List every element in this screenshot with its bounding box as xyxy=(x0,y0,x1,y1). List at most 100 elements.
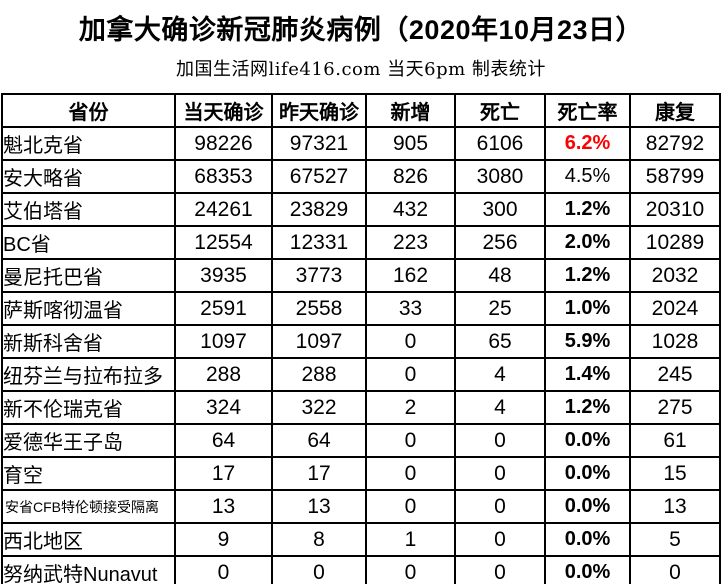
table-row: 努纳武特Nunavut 0 0 0 0 0.0% 0 xyxy=(1,555,721,584)
table-row: 魁北克省 98226 97321 905 6106 6.2% 82792 xyxy=(1,126,721,161)
table-row: 纽芬兰与拉布拉多 288 288 0 4 1.4% 245 xyxy=(1,357,721,392)
table-row: 安省CFB特伦顿接受隔离 13 13 0 0 0.0% 13 xyxy=(1,489,721,524)
cell-death-rate: 0.0% xyxy=(544,489,631,524)
cell-today-confirmed: 24261 xyxy=(174,192,273,227)
cell-today-confirmed: 2591 xyxy=(174,291,273,326)
cell-recovered: 10289 xyxy=(629,225,721,260)
cell-deaths: 0 xyxy=(454,555,546,584)
cell-today-confirmed: 0 xyxy=(174,555,273,584)
cell-death-rate: 1.2% xyxy=(544,258,631,293)
cell-yesterday-confirmed: 13 xyxy=(271,489,367,524)
cell-death-rate: 1.0% xyxy=(544,291,631,326)
column-header-recovered: 康复 xyxy=(629,93,721,128)
cell-recovered: 15 xyxy=(629,456,721,491)
cell-deaths: 0 xyxy=(454,522,546,557)
table-row: 爱德华王子岛 64 64 0 0 0.0% 61 xyxy=(1,423,721,458)
cell-deaths: 25 xyxy=(454,291,546,326)
cell-new-cases: 0 xyxy=(365,456,456,491)
cell-deaths: 48 xyxy=(454,258,546,293)
cell-yesterday-confirmed: 64 xyxy=(271,423,367,458)
cell-today-confirmed: 13 xyxy=(174,489,273,524)
cell-province: BC省 xyxy=(1,225,176,260)
table-row: 曼尼托巴省 3935 3773 162 48 1.2% 2032 xyxy=(1,258,721,293)
cell-yesterday-confirmed: 0 xyxy=(271,555,367,584)
cell-deaths: 65 xyxy=(454,324,546,359)
covid-stats-table: 省份 当天确诊 昨天确诊 新增 死亡 死亡率 康复 魁北克省 98226 973… xyxy=(1,93,721,584)
column-header-deaths: 死亡 xyxy=(454,93,546,128)
table-row: 安大略省 68353 67527 826 3080 4.5% 58799 xyxy=(1,159,721,194)
cell-today-confirmed: 12554 xyxy=(174,225,273,260)
header-row: 省份 当天确诊 昨天确诊 新增 死亡 死亡率 康复 xyxy=(1,93,721,128)
cell-death-rate: 1.4% xyxy=(544,357,631,392)
cell-today-confirmed: 324 xyxy=(174,390,273,425)
cell-province: 纽芬兰与拉布拉多 xyxy=(1,357,176,392)
cell-today-confirmed: 98226 xyxy=(174,126,273,161)
table-row: 萨斯喀彻温省 2591 2558 33 25 1.0% 2024 xyxy=(1,291,721,326)
cell-death-rate: 1.2% xyxy=(544,390,631,425)
column-header-death-rate: 死亡率 xyxy=(544,93,631,128)
cell-new-cases: 162 xyxy=(365,258,456,293)
cell-death-rate: 2.0% xyxy=(544,225,631,260)
cell-new-cases: 2 xyxy=(365,390,456,425)
cell-deaths: 0 xyxy=(454,489,546,524)
table-row: 艾伯塔省 24261 23829 432 300 1.2% 20310 xyxy=(1,192,721,227)
cell-recovered: 275 xyxy=(629,390,721,425)
cell-recovered: 5 xyxy=(629,522,721,557)
cell-recovered: 245 xyxy=(629,357,721,392)
cell-province: 安省CFB特伦顿接受隔离 xyxy=(1,489,176,524)
cell-deaths: 256 xyxy=(454,225,546,260)
cell-death-rate: 0.0% xyxy=(544,456,631,491)
table-row: 育空 17 17 0 0 0.0% 15 xyxy=(1,456,721,491)
cell-recovered: 82792 xyxy=(629,126,721,161)
cell-today-confirmed: 64 xyxy=(174,423,273,458)
cell-death-rate: 4.5% xyxy=(544,159,631,194)
cell-new-cases: 223 xyxy=(365,225,456,260)
cell-new-cases: 1 xyxy=(365,522,456,557)
cell-yesterday-confirmed: 288 xyxy=(271,357,367,392)
column-header-yesterday-confirmed: 昨天确诊 xyxy=(271,93,367,128)
cell-new-cases: 0 xyxy=(365,423,456,458)
page-title: 加拿大确诊新冠肺炎病例（2020年10月23日） xyxy=(78,15,644,45)
cell-deaths: 6106 xyxy=(454,126,546,161)
cell-province: 安大略省 xyxy=(1,159,176,194)
cell-new-cases: 0 xyxy=(365,489,456,524)
cell-new-cases: 826 xyxy=(365,159,456,194)
cell-today-confirmed: 1097 xyxy=(174,324,273,359)
cell-recovered: 2024 xyxy=(629,291,721,326)
cell-today-confirmed: 68353 xyxy=(174,159,273,194)
cell-today-confirmed: 9 xyxy=(174,522,273,557)
table-row: 新不伦瑞克省 324 322 2 4 1.2% 275 xyxy=(1,390,721,425)
table-row: BC省 12554 12331 223 256 2.0% 10289 xyxy=(1,225,721,260)
table-row: 西北地区 9 8 1 0 0.0% 5 xyxy=(1,522,721,557)
table-row: 新斯科舍省 1097 1097 0 65 5.9% 1028 xyxy=(1,324,721,359)
cell-recovered: 61 xyxy=(629,423,721,458)
column-header-province: 省份 xyxy=(1,93,176,128)
column-header-new-cases: 新增 xyxy=(365,93,456,128)
cell-yesterday-confirmed: 23829 xyxy=(271,192,367,227)
cell-yesterday-confirmed: 8 xyxy=(271,522,367,557)
cell-province: 萨斯喀彻温省 xyxy=(1,291,176,326)
cell-new-cases: 432 xyxy=(365,192,456,227)
cell-province: 魁北克省 xyxy=(1,126,176,161)
cell-deaths: 300 xyxy=(454,192,546,227)
cell-yesterday-confirmed: 67527 xyxy=(271,159,367,194)
cell-today-confirmed: 288 xyxy=(174,357,273,392)
column-header-today-confirmed: 当天确诊 xyxy=(174,93,273,128)
cell-today-confirmed: 3935 xyxy=(174,258,273,293)
cell-new-cases: 0 xyxy=(365,324,456,359)
cell-new-cases: 33 xyxy=(365,291,456,326)
subtitle: 加国生活网life416.com 当天6pm 制表统计 xyxy=(176,59,546,80)
cell-death-rate: 5.9% xyxy=(544,324,631,359)
cell-new-cases: 0 xyxy=(365,555,456,584)
cell-death-rate: 0.0% xyxy=(544,522,631,557)
cell-province: 新斯科舍省 xyxy=(1,324,176,359)
cell-deaths: 0 xyxy=(454,423,546,458)
cell-death-rate: 0.0% xyxy=(544,423,631,458)
cell-today-confirmed: 17 xyxy=(174,456,273,491)
cell-yesterday-confirmed: 97321 xyxy=(271,126,367,161)
cell-province: 新不伦瑞克省 xyxy=(1,390,176,425)
cell-yesterday-confirmed: 12331 xyxy=(271,225,367,260)
cell-deaths: 4 xyxy=(454,357,546,392)
cell-deaths: 3080 xyxy=(454,159,546,194)
